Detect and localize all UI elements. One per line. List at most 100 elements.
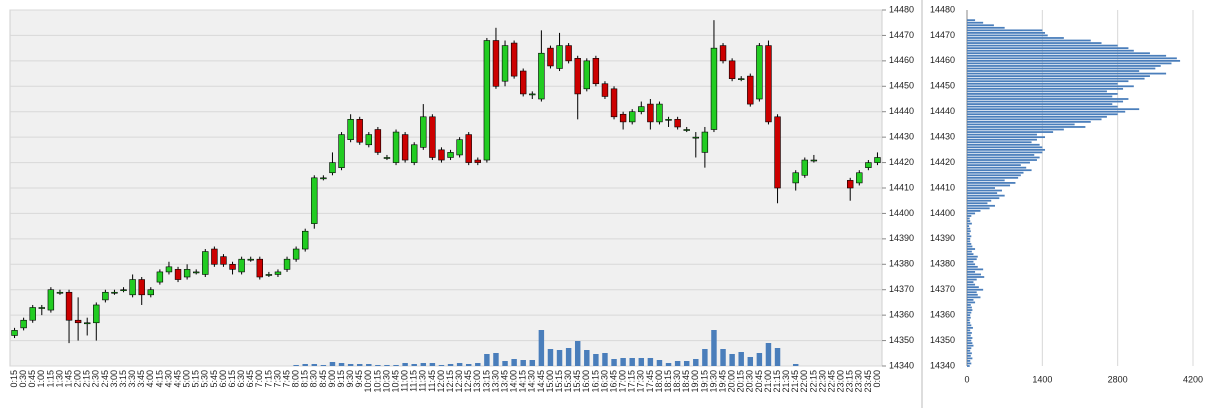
profile-bar (967, 95, 1113, 98)
y-tick-label: 14430 (889, 132, 914, 142)
candle-body (738, 78, 745, 80)
candle-body (801, 159, 808, 176)
volume-bar (602, 353, 608, 366)
y-tick-label: 14390 (930, 233, 955, 243)
profile-bar (967, 301, 976, 304)
candle-body (865, 162, 872, 168)
x-tick-label: 5:15 (191, 370, 201, 388)
volume-bar (674, 361, 681, 366)
profile-bar (967, 220, 971, 222)
candle-body (565, 45, 572, 62)
volume-bar (502, 361, 508, 366)
volume-bar (438, 365, 445, 366)
candle-body (102, 291, 109, 301)
profile-bar (967, 108, 1140, 111)
candle-body (265, 274, 273, 276)
profile-bar (967, 217, 970, 220)
y-tick-label: 14420 (889, 157, 914, 167)
profile-bar (967, 42, 1102, 44)
y-tick-label: 14360 (889, 310, 914, 320)
x-tick-label: 19:15 (699, 370, 709, 393)
candle-body (529, 93, 536, 96)
profile-bar (967, 271, 976, 273)
profile-bar (967, 75, 1150, 78)
candle-body (492, 40, 500, 87)
profile-bar (967, 232, 970, 235)
profile-bar (967, 311, 972, 314)
candle-body (274, 271, 282, 275)
x-tick-label: 3:00 (109, 370, 119, 388)
y-tick-label: 14480 (930, 4, 955, 14)
profile-bar (967, 334, 971, 337)
volume-bar (329, 362, 336, 366)
profile-bar (967, 230, 971, 233)
x-tick-label: 18:00 (654, 370, 664, 393)
profile-bar (967, 281, 974, 283)
volume-bar (402, 363, 408, 366)
candle-body (283, 258, 291, 270)
x-tick-label: 14:30 (527, 370, 537, 393)
profile-bar (967, 159, 1037, 161)
x-tick-label: 20:30 (745, 370, 755, 393)
x-tick-label: 1:00 (36, 370, 46, 388)
candle-body (111, 291, 118, 294)
profile-bar (967, 276, 985, 278)
candle-body (719, 45, 727, 62)
y-tick-label: 14350 (889, 335, 914, 345)
candle-body (311, 177, 318, 224)
x-tick-label: 19:45 (717, 370, 727, 393)
candle-body (129, 279, 136, 296)
x-tick-label: 9:00 (327, 370, 337, 388)
volume-bar (293, 365, 299, 366)
volume-bar (683, 361, 690, 366)
profile-bar (967, 344, 974, 347)
x-tick-label: 22:30 (817, 370, 827, 393)
profile-bar (967, 260, 974, 263)
x-tick-label: 13:00 (472, 370, 482, 393)
profile-bar (967, 194, 1005, 197)
candle-body (183, 269, 191, 278)
x-tick-label: 11:15 (409, 370, 419, 392)
profile-bar (967, 82, 1118, 85)
y-tick-label: 14340 (930, 360, 955, 370)
profile-bar (967, 138, 1037, 141)
candle-body (211, 248, 218, 265)
candle-body (601, 83, 609, 97)
profile-bar (967, 80, 1129, 83)
candle-body (583, 60, 590, 90)
volume-bar (593, 354, 599, 366)
x-tick-label: 21:30 (781, 370, 791, 393)
candle-body (710, 47, 718, 130)
profile-bar (967, 166, 1027, 169)
volume-bar (556, 350, 563, 366)
volume-bar (665, 363, 672, 366)
candle-body (165, 266, 173, 273)
profile-bar (967, 265, 978, 268)
x-tick-label: 6:30 (236, 370, 246, 388)
profile-bar (967, 103, 1113, 105)
profile-bar (967, 110, 1126, 113)
volume-bar (611, 359, 617, 366)
candle-body (574, 58, 581, 95)
x-tick-label: 0 (964, 374, 969, 384)
candle-body (638, 106, 645, 113)
x-tick-label: 3:15 (118, 370, 128, 388)
profile-bar (967, 24, 994, 27)
y-tick-label: 14400 (889, 208, 914, 218)
profile-bar (967, 248, 976, 250)
x-tick-label: 6:00 (218, 370, 228, 388)
y-tick-label: 14440 (889, 106, 914, 116)
x-tick-label: 2:45 (100, 370, 110, 388)
candle-body (238, 258, 245, 273)
profile-bar (967, 352, 972, 355)
y-tick-label: 14390 (889, 233, 914, 243)
volume-bar (747, 357, 754, 366)
y-tick-label: 14410 (889, 182, 914, 192)
x-tick-label: 10:00 (363, 370, 373, 393)
profile-bar (967, 62, 1172, 65)
profile-bar (967, 174, 1021, 177)
x-tick-label: 2:15 (82, 370, 92, 388)
x-tick-label: 1400 (1032, 374, 1052, 384)
candle-body (856, 172, 863, 184)
profile-bar (967, 288, 984, 291)
